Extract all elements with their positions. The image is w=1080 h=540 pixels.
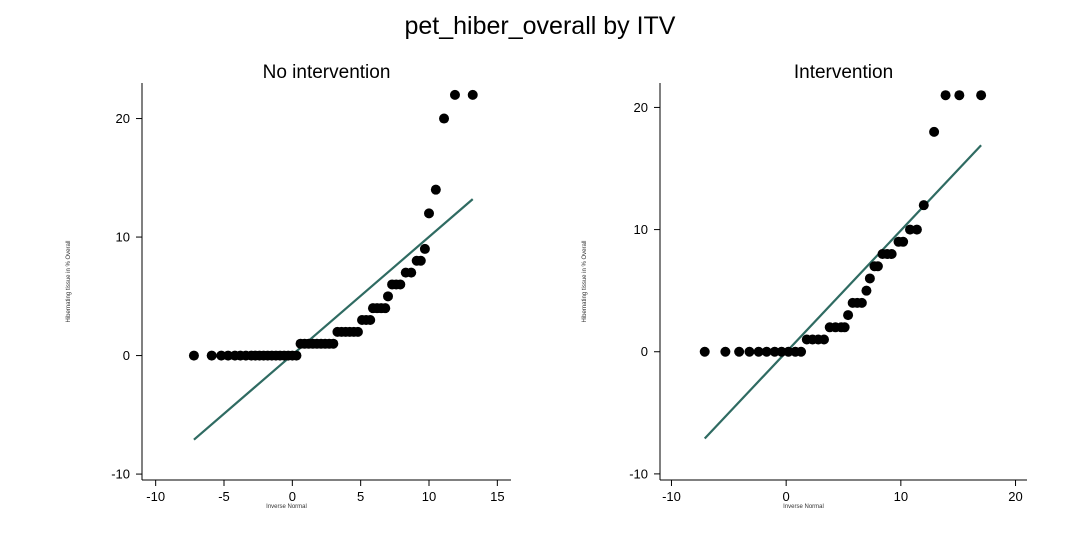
- data-point: [819, 334, 830, 345]
- data-point: [976, 90, 987, 101]
- data-point: [720, 346, 731, 357]
- panel-1: No intervention -10 0 10 20 -10 -5 0 5 10 15 Invers…: [66, 62, 511, 510]
- x-tick-label: 10: [422, 489, 436, 504]
- panel-2: Intervention -10 0 10 20 -10 0 10 20 Inverse Norm…: [582, 62, 1027, 510]
- panel-title: No intervention: [263, 62, 391, 83]
- data-point: [796, 346, 807, 357]
- data-point: [415, 255, 426, 266]
- y-axis-title: Hibernating tissue in % Overall: [66, 240, 72, 322]
- x-tick-label: -5: [218, 489, 230, 504]
- y-tick-label: 0: [641, 344, 648, 359]
- data-point: [449, 89, 460, 100]
- data-point: [424, 208, 434, 219]
- data-point: [864, 273, 875, 284]
- y-tick-label: 0: [123, 348, 130, 363]
- data-point: [419, 243, 430, 254]
- data-point: [744, 346, 755, 357]
- x-tick-label: 20: [1008, 489, 1022, 504]
- data-point: [940, 90, 951, 101]
- data-point: [898, 236, 909, 247]
- data-point: [954, 90, 965, 101]
- data-point: [776, 346, 787, 357]
- data-point: [872, 261, 883, 272]
- data-point: [886, 249, 897, 260]
- data-point: [843, 310, 854, 321]
- y-tick-label: 10: [634, 222, 648, 237]
- x-tick-label: 5: [357, 489, 364, 504]
- data-point: [699, 346, 710, 357]
- data-point: [769, 346, 780, 357]
- data-point: [856, 297, 867, 308]
- data-point: [761, 346, 772, 357]
- y-tick-label: 10: [116, 230, 130, 245]
- x-tick-label: -10: [662, 489, 681, 504]
- data-point: [216, 350, 227, 361]
- data-point: [188, 350, 199, 361]
- data-point: [861, 285, 872, 296]
- y-tick-label: -10: [111, 467, 130, 482]
- data-point: [783, 346, 794, 357]
- y-tick-label: 20: [634, 100, 648, 115]
- x-tick-label: 15: [490, 489, 504, 504]
- y-tick-label: 20: [116, 111, 130, 126]
- data-point: [206, 350, 217, 361]
- data-point: [734, 346, 745, 357]
- data-point: [383, 291, 393, 302]
- data-point: [439, 113, 450, 124]
- y-axis-title: Hibernating tissue in % Overall: [582, 240, 588, 322]
- data-point: [352, 326, 363, 337]
- data-point: [365, 315, 376, 326]
- x-tick-label: -10: [146, 489, 165, 504]
- data-point: [918, 200, 929, 211]
- x-tick-label: 0: [289, 489, 296, 504]
- data-point: [380, 303, 391, 314]
- data-point: [911, 224, 922, 235]
- data-point: [753, 346, 764, 357]
- data-point: [929, 126, 940, 137]
- data-point: [905, 224, 916, 235]
- data-point: [839, 322, 850, 333]
- reference-line: [193, 198, 474, 441]
- x-axis-title: Inverse Normal: [266, 504, 307, 510]
- data-point: [328, 338, 339, 349]
- data-point: [395, 279, 406, 290]
- reference-line: [703, 144, 982, 440]
- y-tick-label: -10: [629, 466, 648, 481]
- x-tick-label: 10: [894, 489, 908, 504]
- panel-title: Intervention: [794, 62, 893, 83]
- x-axis-title: Inverse Normal: [783, 504, 824, 510]
- figure-title: pet_hiber_overall by ITV: [404, 12, 676, 40]
- x-tick-label: 0: [783, 489, 790, 504]
- data-point: [430, 184, 441, 195]
- data-point: [406, 267, 417, 278]
- data-point: [291, 350, 302, 361]
- data-point: [223, 350, 234, 361]
- data-point: [467, 89, 478, 100]
